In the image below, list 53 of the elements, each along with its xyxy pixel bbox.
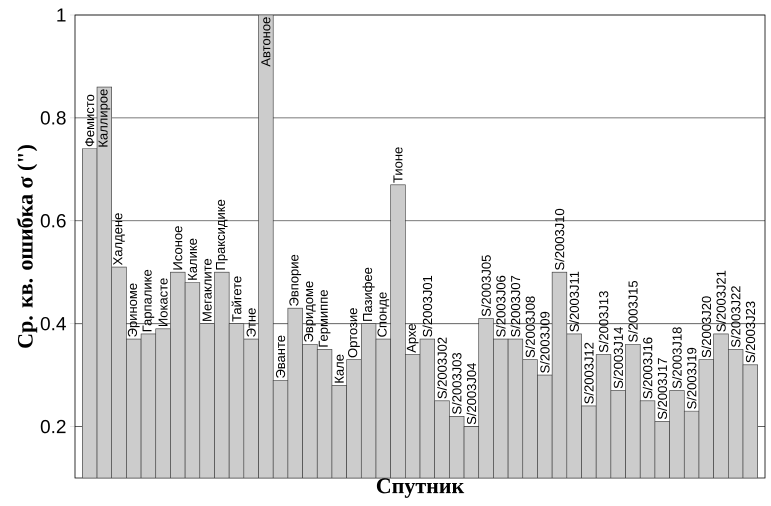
x-tick-label: Мегаклите	[202, 258, 212, 321]
x-tick-label: Эванте	[276, 336, 286, 378]
x-tick-label: S/2003J10	[554, 208, 564, 270]
y-tick-label: 0.2	[40, 420, 66, 434]
x-tick-label: S/2003J12	[584, 342, 594, 404]
x-tick-label: Пазифее	[362, 268, 375, 321]
x-tick-label: Эвридоме	[304, 281, 316, 342]
x-tick-label: Фемисто	[85, 94, 94, 146]
x-tick-label: Спонде	[377, 292, 390, 337]
x-tick-label: Гарпалике	[142, 270, 154, 332]
x-tick-label: Иокасте	[158, 278, 168, 326]
x-tick-label: Калике	[188, 238, 197, 280]
x-axis-title: Спутник	[376, 478, 464, 498]
x-tick-label: S/2003J03	[452, 352, 462, 414]
x-tick-label: S/2003J11	[569, 272, 579, 332]
x-tick-label: S/2003J02	[437, 338, 447, 399]
x-tick-label: S/2003J20	[702, 296, 712, 358]
x-tick-label: Халдене	[113, 213, 125, 266]
x-tick-label: S/2003J23	[746, 302, 756, 363]
x-tick-label: Каллирое	[98, 89, 110, 147]
y-tick-label: 1	[57, 8, 66, 22]
x-tick-label: S/2003J15	[628, 280, 638, 342]
x-tick-label: S/2003J22	[730, 286, 740, 348]
y-tick-label: 0.8	[40, 111, 66, 125]
y-tick-label: 0.6	[40, 214, 66, 228]
x-tick-label: S/2003J18	[672, 327, 682, 388]
x-tick-label: S/2003J21	[716, 270, 726, 332]
x-tick-label: Архе	[406, 324, 418, 353]
x-tick-label: Тионе	[393, 147, 403, 183]
x-tick-label: Эриноме	[128, 284, 140, 337]
x-tick-label: Тайгете	[232, 276, 242, 322]
x-tick-label: Эвпорие	[289, 254, 302, 306]
x-tick-label: S/2003J19	[686, 348, 696, 409]
x-tick-label: Кале	[334, 354, 344, 383]
x-tick-label: Ортозие	[348, 308, 360, 358]
x-tick-label: S/2003J06	[496, 276, 506, 337]
x-tick-label: S/2003J08	[525, 296, 535, 358]
x-tick-label: S/2003J17	[657, 358, 668, 420]
x-tick-label: Этне	[246, 308, 256, 337]
y-tick-label: 0.4	[40, 316, 66, 330]
x-tick-label: Автоное	[261, 17, 270, 67]
x-tick-label: S/2003J09	[540, 312, 550, 373]
x-tick-label: S/2003J05	[481, 255, 491, 316]
x-tick-label: S/2003J16	[642, 338, 652, 399]
x-tick-label: S/2003J07	[510, 276, 520, 337]
x-tick-label: Исоное	[173, 226, 182, 270]
x-tick-label: S/2003J13	[598, 291, 608, 352]
x-tick-label: Гермиппе	[318, 290, 330, 347]
y-axis-title: Ср. кв. ошибка σ (")	[16, 145, 38, 348]
x-tick-label: S/2003J04	[466, 363, 476, 424]
x-tick-label: S/2003J01	[422, 276, 432, 337]
x-tick-label: Праксидике	[216, 200, 228, 270]
x-tick-label: S/2003J14	[613, 327, 623, 388]
